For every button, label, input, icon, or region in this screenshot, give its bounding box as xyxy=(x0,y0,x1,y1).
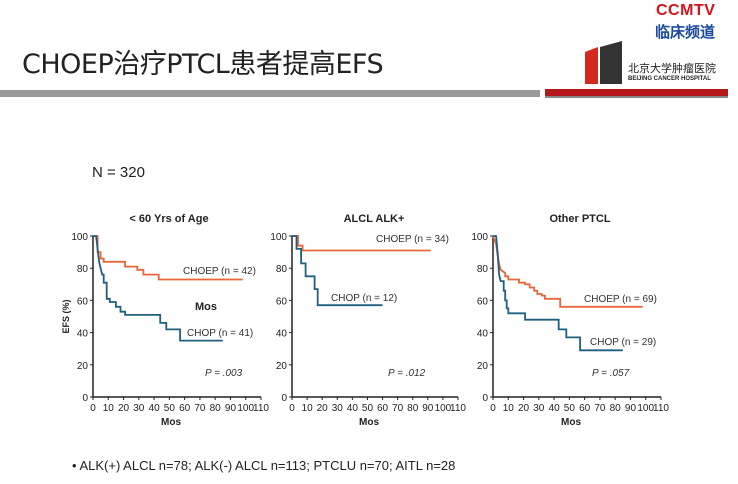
x-tick-label: 100 xyxy=(435,403,452,414)
x-tick-label: 100 xyxy=(237,403,254,414)
km-curve-chop xyxy=(493,235,623,352)
y-tick-label: 80 xyxy=(77,264,89,275)
cctv-channel: 临床频道 xyxy=(655,23,716,41)
x-tick-label: 80 xyxy=(210,403,222,414)
x-tick-label: 50 xyxy=(362,403,374,414)
x-tick-label: 20 xyxy=(518,403,530,414)
hospital-name-en: BEIJING CANCER HOSPITAL xyxy=(628,76,711,82)
chart-annotation: Mos xyxy=(195,301,217,313)
series-label-choep: CHOEP (n = 34) xyxy=(376,234,449,245)
x-axis-label: Mos xyxy=(161,417,181,428)
y-tick-label: 0 xyxy=(82,393,88,404)
logo-divider xyxy=(545,89,728,98)
x-tick-label: 80 xyxy=(407,403,419,414)
x-tick-label: 10 xyxy=(503,403,515,414)
km-curve-chop xyxy=(292,235,383,307)
x-tick-label: 70 xyxy=(194,403,206,414)
y-tick-label: 100 xyxy=(471,232,488,243)
x-tick-label: 30 xyxy=(533,403,545,414)
x-tick-label: 0 xyxy=(490,403,496,414)
x-tick-label: 40 xyxy=(347,403,359,414)
x-tick-label: 60 xyxy=(377,403,389,414)
x-tick-label: 80 xyxy=(610,403,622,414)
x-tick-label: 60 xyxy=(579,403,591,414)
y-tick-label: 20 xyxy=(77,361,89,372)
y-tick-label: 20 xyxy=(477,361,489,372)
y-tick-label: 40 xyxy=(477,329,489,340)
y-tick-label: 80 xyxy=(276,264,288,275)
x-tick-label: 50 xyxy=(164,403,176,414)
x-tick-label: 30 xyxy=(133,403,145,414)
p-value: P = .057 xyxy=(592,368,630,379)
y-tick-label: 60 xyxy=(276,296,288,307)
chart-title: < 60 Yrs of Age xyxy=(129,213,208,225)
km-curve-choep xyxy=(492,235,643,308)
x-tick-label: 40 xyxy=(549,403,561,414)
series-label-chop: CHOP (n = 12) xyxy=(331,293,397,304)
series-label-chop: CHOP (n = 41) xyxy=(187,328,253,339)
y-tick-label: 100 xyxy=(270,232,287,243)
y-tick-label: 80 xyxy=(477,264,489,275)
chart-title: ALCL ALK+ xyxy=(344,213,405,225)
x-tick-label: 90 xyxy=(625,403,637,414)
x-tick-label: 20 xyxy=(317,403,329,414)
x-tick-label: 30 xyxy=(332,403,344,414)
hospital-name-cn: 北京大学肿瘤医院 xyxy=(628,62,716,75)
km-curve-choep xyxy=(93,235,243,281)
x-tick-label: 0 xyxy=(90,403,96,414)
x-axis-label: Mos xyxy=(359,417,379,428)
title-divider xyxy=(0,90,540,97)
p-value: P = .003 xyxy=(205,368,243,379)
y-tick-label: 40 xyxy=(77,329,89,340)
y-tick-label: 0 xyxy=(482,393,488,404)
cctv-logo: CCMTV xyxy=(656,2,716,19)
series-label-chop: CHOP (n = 29) xyxy=(590,337,656,348)
slide-title: CHOEP治疗PTCL患者提高EFS xyxy=(22,49,384,80)
y-tick-label: 20 xyxy=(276,361,288,372)
chart-title: Other PTCL xyxy=(549,213,610,225)
x-tick-label: 110 xyxy=(253,403,269,414)
p-value: P = .012 xyxy=(388,368,426,379)
x-tick-label: 100 xyxy=(637,403,654,414)
sample-size: N = 320 xyxy=(92,164,145,181)
y-tick-label: 100 xyxy=(71,232,88,243)
x-tick-label: 90 xyxy=(225,403,237,414)
x-tick-label: 50 xyxy=(564,403,576,414)
x-tick-label: 110 xyxy=(450,403,466,414)
y-tick-label: 60 xyxy=(477,296,489,307)
subgroup-bullet: • ALK(+) ALCL n=78; ALK(-) ALCL n=113; P… xyxy=(72,458,456,473)
x-tick-label: 0 xyxy=(289,403,295,414)
y-tick-label: 0 xyxy=(281,393,287,404)
x-tick-label: 40 xyxy=(149,403,161,414)
y-axis-label: EFS (%) xyxy=(61,299,71,333)
y-tick-label: 40 xyxy=(276,329,288,340)
x-tick-label: 70 xyxy=(392,403,404,414)
x-tick-label: 10 xyxy=(103,403,115,414)
km-curve-chop xyxy=(93,235,223,342)
x-tick-label: 60 xyxy=(179,403,191,414)
x-axis-label: Mos xyxy=(561,417,581,428)
x-tick-label: 70 xyxy=(594,403,606,414)
y-tick-label: 60 xyxy=(77,296,89,307)
series-label-choep: CHOEP (n = 69) xyxy=(584,294,657,305)
x-tick-label: 10 xyxy=(302,403,314,414)
x-tick-label: 20 xyxy=(118,403,130,414)
x-tick-label: 90 xyxy=(422,403,434,414)
x-tick-label: 110 xyxy=(653,403,669,414)
series-label-choep: CHOEP (n = 42) xyxy=(183,266,256,277)
